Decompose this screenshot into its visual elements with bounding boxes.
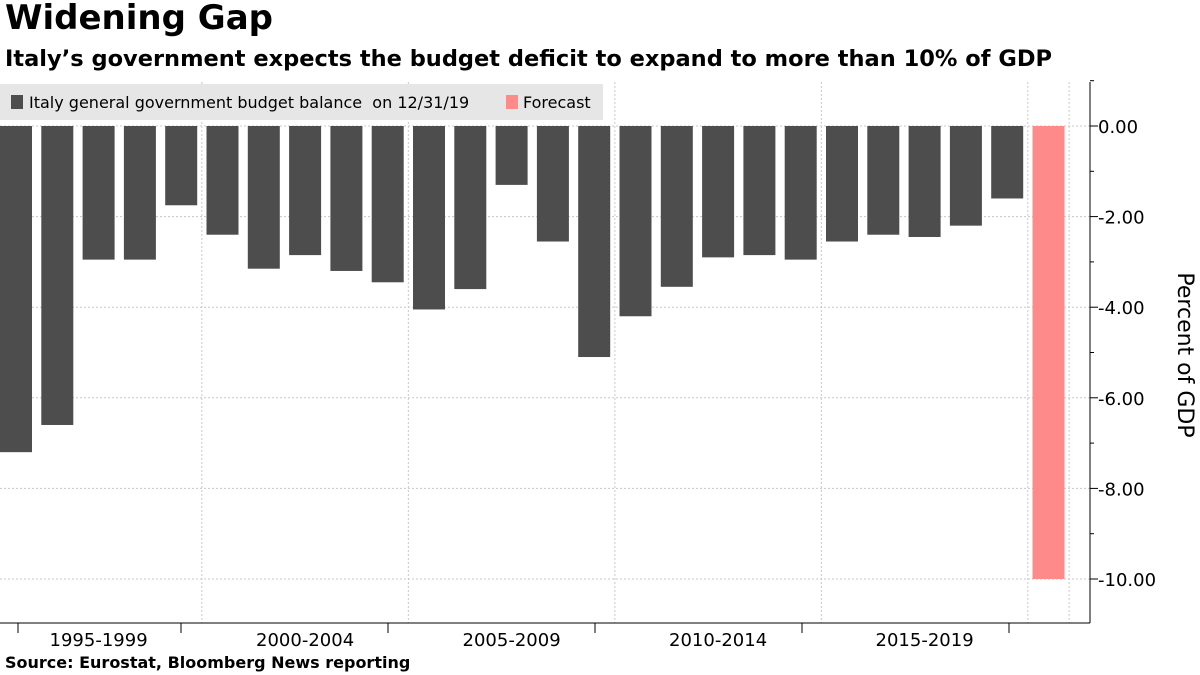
bar-actual-2019 [991,126,1024,199]
x-group-label: 1995-1999 [50,630,148,651]
x-group-label: 2015-2019 [876,630,974,651]
bar-actual-2011 [660,126,693,287]
bar-actual-2003 [330,126,363,271]
bar-actual-2002 [289,126,322,256]
x-group-label: 2000-2004 [256,630,354,651]
bar-actual-2004 [371,126,404,283]
legend-label-forecast: Forecast [523,93,591,112]
legend-swatch-actual [11,95,23,109]
x-group-label: 2005-2009 [463,630,561,651]
bar-actual-2014 [784,126,817,260]
bar-actual-2018 [949,126,982,226]
bar-actual-2010 [619,126,652,317]
bar-actual-2005 [413,126,445,310]
bar-actual-2017 [908,126,941,237]
legend: Italy general government budget balance … [0,84,603,120]
chart-subtitle: Italy’s government expects the budget de… [5,46,1052,72]
x-group-label: 2010-2014 [669,630,767,651]
bar-actual-2006 [454,126,487,290]
legend-background [0,84,603,120]
bar-actual-2007 [495,126,528,185]
y-tick-label: -8.00 [1098,479,1145,500]
bar-actual-2009 [578,126,611,358]
bar-actual-1997 [82,126,115,260]
y-tick-label: 0.00 [1098,117,1138,138]
y-tick-label: -6.00 [1098,389,1145,410]
bar-forecast-2020 [1032,126,1065,579]
bar-actual-2015 [826,126,858,242]
bar-actual-2008 [536,126,569,242]
bars-layer [0,126,1065,579]
chart-source: Source: Eurostat, Bloomberg News reporti… [5,653,411,672]
bar-actual-1996 [41,126,74,425]
y-tick-label: -10.00 [1098,570,1156,591]
legend-label-actual: Italy general government budget balance … [29,93,469,112]
bar-actual-2013 [743,126,776,256]
bar-actual-2016 [867,126,900,235]
bar-actual-2001 [247,126,280,269]
legend-swatch-forecast [506,95,518,109]
y-tick-label: -4.00 [1098,298,1145,319]
bar-actual-1998 [123,126,156,260]
y-axis-title: Percent of GDP [1172,272,1197,437]
bar-actual-1999 [165,126,198,206]
chart-title: Widening Gap [5,0,273,38]
y-tick-label: -2.00 [1098,208,1145,229]
bar-actual-2000 [206,126,239,235]
axis-layer: 0.00 -2.00 -4.00 -6.00 -8.00 -10.00 1995-1999 2… [0,80,1197,651]
bar-actual-2012 [702,126,735,258]
bar-actual-1995 [0,126,32,453]
